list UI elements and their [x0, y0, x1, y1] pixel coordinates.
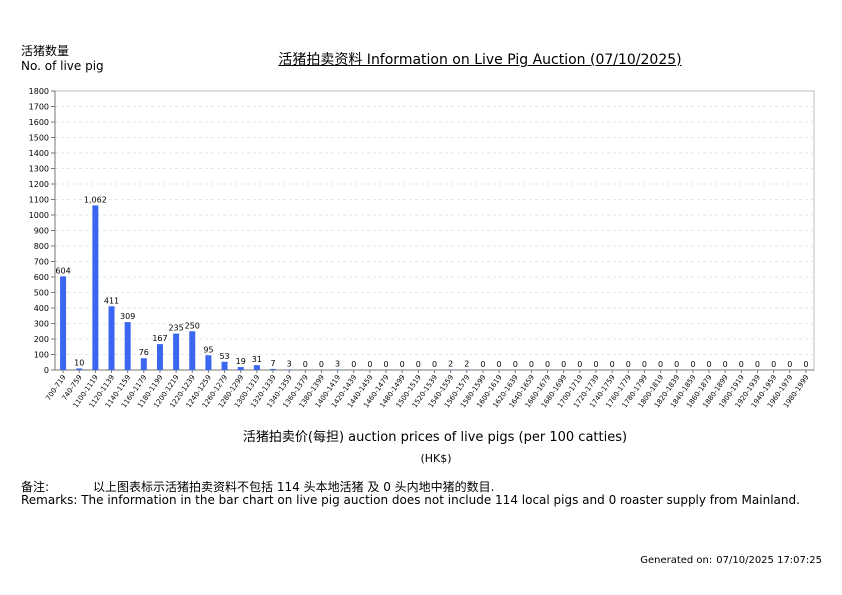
y-tick-label: 900 — [34, 227, 49, 236]
generated-label: Generated on: — [640, 555, 713, 566]
bar-value-label: 0 — [577, 360, 582, 369]
bar-value-label: 0 — [497, 360, 502, 369]
y-tick-label: 1400 — [29, 149, 49, 158]
x-axis-label: 活猪拍卖价(每担) auction prices of live pigs (p… — [242, 430, 628, 445]
bar-value-label: 0 — [787, 360, 792, 369]
bar — [237, 367, 244, 370]
bar-value-label: 0 — [658, 360, 663, 369]
bar — [92, 205, 99, 370]
chart-title: 活猪拍卖资料 Information on Live Pig Auction (… — [278, 52, 682, 68]
x-axis-label-wrap: 活猪拍卖价(每担) auction prices of live pigs (p… — [0, 426, 842, 445]
bar-value-label: 1,062 — [84, 195, 107, 204]
y-tick-label: 0 — [44, 366, 49, 375]
generated-value: 07/10/2025 17:07:25 — [716, 555, 822, 566]
chart-title-wrap: 活猪拍卖资料 Information on Live Pig Auction (… — [0, 49, 842, 69]
bar-value-label: 0 — [513, 360, 518, 369]
bar-value-label: 604 — [55, 266, 70, 275]
bar-value-label: 3 — [335, 360, 340, 369]
generated-timestamp: Generated on: 07/10/2025 17:07:25 — [640, 555, 822, 566]
y-tick-label: 1100 — [29, 196, 49, 205]
bar-value-label: 0 — [706, 360, 711, 369]
bar-value-label: 0 — [303, 360, 308, 369]
bar — [221, 361, 228, 370]
bar-value-label: 0 — [480, 360, 485, 369]
bar — [173, 333, 180, 370]
bar-value-label: 2 — [448, 360, 453, 369]
bar-value-label: 250 — [185, 321, 200, 330]
bar-value-label: 167 — [152, 334, 167, 343]
bar-value-label: 0 — [690, 360, 695, 369]
y-tick-label: 1300 — [29, 165, 49, 174]
bar-value-label: 2 — [464, 360, 469, 369]
bar-value-label: 0 — [674, 360, 679, 369]
bar — [60, 276, 67, 370]
bar-value-label: 0 — [367, 360, 372, 369]
bar-value-label: 0 — [723, 360, 728, 369]
bar-value-label: 0 — [400, 360, 405, 369]
y-tick-label: 300 — [34, 320, 49, 329]
y-tick-label: 1500 — [29, 134, 49, 143]
bar-value-label: 0 — [610, 360, 615, 369]
bar-value-label: 76 — [139, 348, 149, 357]
y-tick-label: 600 — [34, 273, 49, 282]
bar — [253, 365, 260, 370]
y-tick-label: 800 — [34, 242, 49, 251]
y-tick-label: 500 — [34, 289, 49, 298]
bar-value-label: 0 — [642, 360, 647, 369]
bar-value-label: 0 — [803, 360, 808, 369]
bar-value-label: 0 — [739, 360, 744, 369]
bar-value-label: 0 — [384, 360, 389, 369]
bar-value-label: 411 — [104, 296, 119, 305]
y-tick-label: 100 — [34, 351, 49, 360]
bar-value-label: 0 — [545, 360, 550, 369]
bar-value-label: 0 — [529, 360, 534, 369]
bar-value-label: 0 — [561, 360, 566, 369]
bar — [270, 368, 277, 370]
bar-value-label: 3 — [287, 360, 292, 369]
bar-value-label: 7 — [270, 359, 275, 368]
y-tick-label: 1600 — [29, 118, 49, 127]
remarks-zh: 备注: 以上图表标示活猪拍卖资料不包括 114 头本地活猪 及 0 头内地中猪的数… — [21, 478, 494, 495]
bar-value-label: 0 — [432, 360, 437, 369]
remarks-text-zh: 以上图表标示活猪拍卖资料不包括 114 头本地活猪 及 0 头内地中猪的数目. — [93, 480, 495, 494]
y-tick-label: 1700 — [29, 103, 49, 112]
bar-value-label: 0 — [319, 360, 324, 369]
bar-value-label: 19 — [236, 357, 246, 366]
bar — [108, 306, 115, 370]
currency-label: (HK$) — [420, 452, 452, 465]
bar-value-label: 10 — [74, 358, 84, 367]
bar — [189, 331, 196, 370]
bar-value-label: 95 — [203, 345, 213, 354]
bar-value-label: 31 — [252, 355, 262, 364]
bar — [140, 358, 147, 370]
remarks-en: Remarks: The information in the bar char… — [21, 493, 800, 507]
bar-value-label: 0 — [771, 360, 776, 369]
bar — [205, 355, 212, 370]
bar-value-label: 0 — [416, 360, 421, 369]
y-axis-label-en: No. of live pig — [21, 59, 104, 73]
bar-value-label: 0 — [351, 360, 356, 369]
bar-value-label: 0 — [626, 360, 631, 369]
y-tick-label: 1200 — [29, 180, 49, 189]
bar-value-label: 0 — [755, 360, 760, 369]
bar-value-label: 0 — [593, 360, 598, 369]
y-tick-label: 1000 — [29, 211, 49, 220]
y-tick-label: 200 — [34, 335, 49, 344]
y-axis-label-zh: 活猪数量 — [21, 44, 70, 58]
bar — [76, 368, 83, 370]
bar-value-label: 53 — [219, 352, 229, 361]
bar-value-label: 235 — [168, 324, 183, 333]
y-tick-label: 400 — [34, 304, 49, 313]
bar — [156, 344, 163, 370]
y-tick-label: 1800 — [29, 87, 49, 96]
remarks-label-zh: 备注: — [21, 480, 50, 494]
y-tick-label: 700 — [34, 258, 49, 267]
currency-label-wrap: (HK$) — [0, 452, 842, 465]
bar — [124, 322, 131, 370]
bar-value-label: 309 — [120, 312, 135, 321]
